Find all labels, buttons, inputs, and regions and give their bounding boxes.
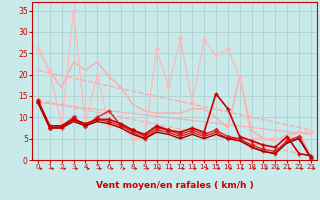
X-axis label: Vent moyen/en rafales ( km/h ): Vent moyen/en rafales ( km/h ) — [96, 181, 253, 190]
